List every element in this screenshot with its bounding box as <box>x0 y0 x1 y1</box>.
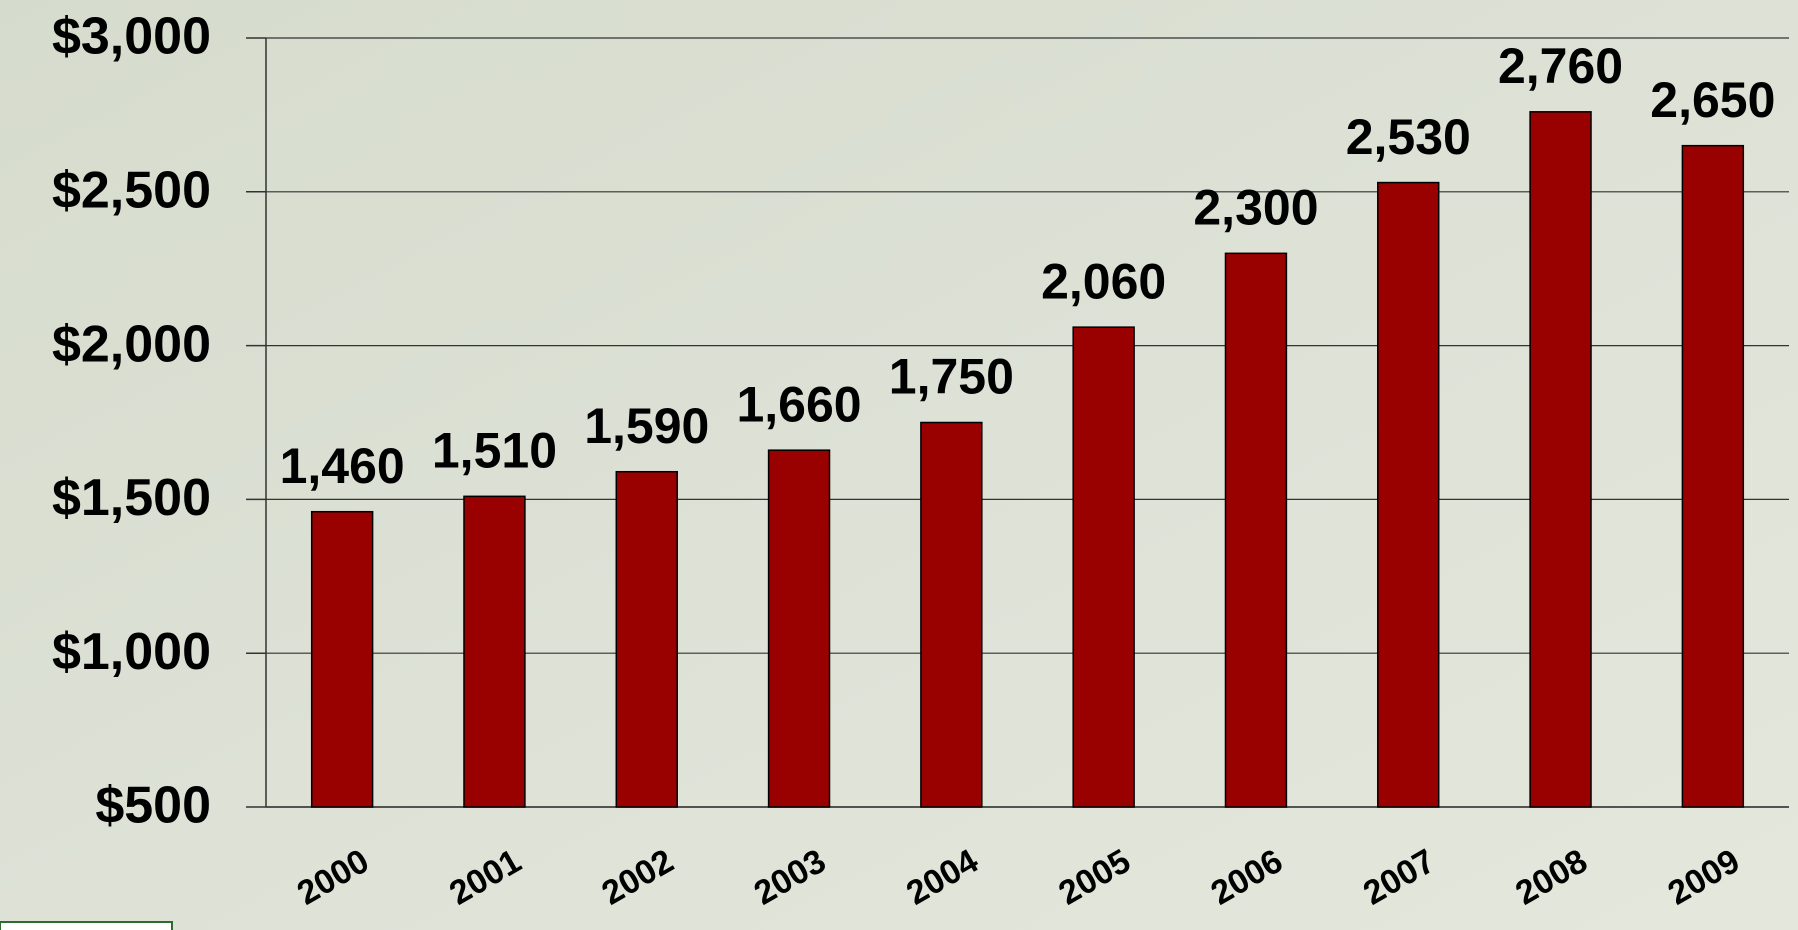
value-label: 1,510 <box>432 423 557 479</box>
bar <box>1072 326 1135 808</box>
y-tick-label: $3,000 <box>52 8 211 66</box>
value-label: 1,590 <box>584 398 709 454</box>
bar <box>1377 181 1440 808</box>
bar <box>767 449 831 808</box>
value-label: 2,530 <box>1346 109 1471 165</box>
value-label: 1,750 <box>889 349 1014 405</box>
bar <box>615 470 678 808</box>
value-label: 2,650 <box>1650 72 1775 128</box>
value-label: 2,060 <box>1041 253 1166 309</box>
y-tick-label: $1,000 <box>52 623 211 681</box>
bar <box>463 495 526 808</box>
bar <box>310 510 374 808</box>
y-tick-label: $2,500 <box>52 162 211 220</box>
corner-box <box>0 921 173 930</box>
value-label: 1,660 <box>736 376 861 432</box>
y-tick-label: $1,500 <box>52 469 211 527</box>
bar <box>1681 144 1745 808</box>
y-tick-label: $2,000 <box>52 315 211 373</box>
value-label: 2,760 <box>1498 38 1623 94</box>
bar <box>1529 111 1592 808</box>
bar <box>920 421 983 808</box>
bar <box>1224 252 1288 808</box>
value-label: 2,300 <box>1193 180 1318 236</box>
y-tick-label: $500 <box>95 777 211 835</box>
value-label: 1,460 <box>280 438 405 494</box>
